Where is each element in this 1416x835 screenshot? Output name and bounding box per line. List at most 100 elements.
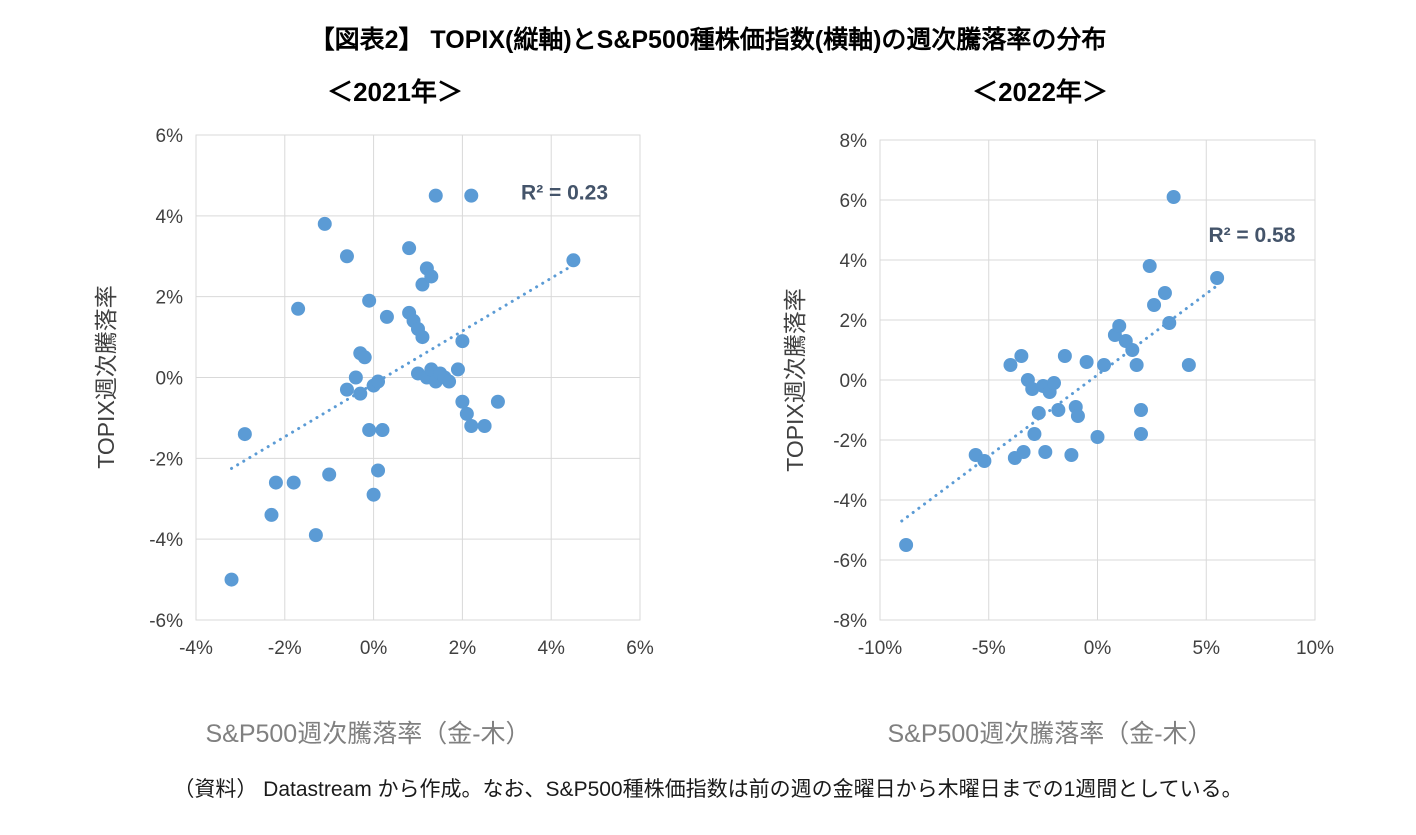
data-point <box>566 253 581 268</box>
data-point <box>455 394 470 409</box>
data-point <box>1112 319 1127 333</box>
data-point <box>339 249 354 264</box>
trendline <box>900 282 1221 523</box>
x-tick-label: -10% <box>858 638 902 659</box>
y-tick-label: -2% <box>149 449 183 470</box>
data-point <box>1014 349 1029 363</box>
x-tick-label: 6% <box>626 638 654 659</box>
plot-area-border <box>195 134 641 621</box>
data-point <box>402 241 417 256</box>
chart-2021-subtitle: ＜2021年＞ <box>327 77 463 107</box>
x-tick-label: -4% <box>179 638 213 659</box>
y-tick-label: 0% <box>840 371 868 392</box>
data-point <box>424 269 439 284</box>
data-point <box>464 419 479 433</box>
data-point <box>1125 343 1140 357</box>
data-point <box>1027 427 1042 441</box>
data-point <box>442 374 457 389</box>
data-point <box>1210 271 1225 285</box>
data-point <box>1016 445 1031 459</box>
source-note: （資料） Datastream から作成。なお、S&P500種株価指数は前の週の… <box>173 778 1243 801</box>
data-point <box>1147 298 1162 312</box>
x-tick-label: -5% <box>972 638 1006 659</box>
plot-area-border <box>879 139 1316 621</box>
y-tick-label: -8% <box>833 611 867 632</box>
data-point <box>291 301 306 316</box>
data-point <box>379 309 394 324</box>
y-tick-label: 2% <box>156 288 184 309</box>
y-tick-label: -6% <box>833 551 867 572</box>
data-point <box>268 475 283 490</box>
data-point <box>459 406 474 421</box>
data-point <box>1090 430 1105 444</box>
data-point <box>477 419 492 433</box>
data-point <box>1064 448 1079 462</box>
chart-2022-x-axis-title: S&P500週次騰落率（金-木） <box>887 720 1213 748</box>
data-point <box>1134 427 1148 441</box>
y-tick-label: 4% <box>840 251 868 272</box>
data-point <box>286 475 301 490</box>
data-point <box>415 330 430 345</box>
y-tick-label: 0% <box>156 369 184 390</box>
data-point <box>375 423 390 438</box>
x-tick-label: -2% <box>268 638 302 659</box>
data-point <box>362 423 377 438</box>
data-point <box>1079 355 1094 369</box>
data-point <box>1181 358 1196 372</box>
x-tick-label: 4% <box>537 638 565 659</box>
data-point <box>977 454 992 468</box>
data-point <box>1142 259 1157 273</box>
y-tick-label: 2% <box>840 311 868 332</box>
y-tick-label: 4% <box>156 207 184 228</box>
r-squared-label: R² = 0.58 <box>1208 224 1295 247</box>
y-tick-label: 6% <box>840 191 868 212</box>
y-tick-label: -6% <box>149 611 183 632</box>
y-tick-label: 6% <box>156 126 184 147</box>
data-point <box>308 528 323 543</box>
data-point <box>490 394 505 409</box>
data-point <box>1166 190 1181 204</box>
data-point <box>1047 376 1061 390</box>
data-point <box>415 277 430 292</box>
data-point <box>371 463 386 478</box>
data-point <box>353 386 368 401</box>
x-tick-label: 0% <box>360 638 388 659</box>
x-tick-label: 5% <box>1193 638 1221 659</box>
chart-2021-x-axis-title: S&P500週次騰落率（金-木） <box>205 720 531 748</box>
y-tick-label: -4% <box>833 491 867 512</box>
data-point <box>224 572 239 587</box>
data-point <box>428 188 443 203</box>
x-tick-label: 0% <box>1084 638 1112 659</box>
data-point <box>1038 445 1053 459</box>
data-point <box>322 467 337 482</box>
data-point <box>1057 349 1072 363</box>
data-point <box>455 334 470 349</box>
data-point <box>1129 358 1144 372</box>
data-point <box>1070 409 1085 423</box>
data-point <box>371 374 386 389</box>
data-point <box>1157 286 1172 300</box>
data-point <box>450 362 465 377</box>
data-point <box>339 382 354 397</box>
data-point <box>264 507 279 522</box>
y-tick-label: -4% <box>149 530 183 551</box>
chart-2022-subtitle: ＜2022年＞ <box>972 77 1108 107</box>
data-point <box>237 427 252 442</box>
data-point <box>348 370 363 385</box>
data-point <box>362 293 377 308</box>
data-point <box>1003 358 1018 372</box>
figure-title: 【図表2】 TOPIX(縦軸)とS&P500種株価指数(横軸)の週次騰落率の分布 <box>309 26 1107 54</box>
data-point <box>1134 403 1148 417</box>
y-tick-label: -2% <box>833 431 867 452</box>
data-point <box>1025 382 1040 396</box>
x-tick-label: 10% <box>1296 638 1334 659</box>
data-point <box>464 188 479 203</box>
data-point <box>1162 316 1177 330</box>
y-tick-label: 8% <box>840 131 868 152</box>
data-point <box>317 216 332 231</box>
data-point <box>899 538 914 552</box>
r-squared-label: R² = 0.23 <box>521 182 608 205</box>
